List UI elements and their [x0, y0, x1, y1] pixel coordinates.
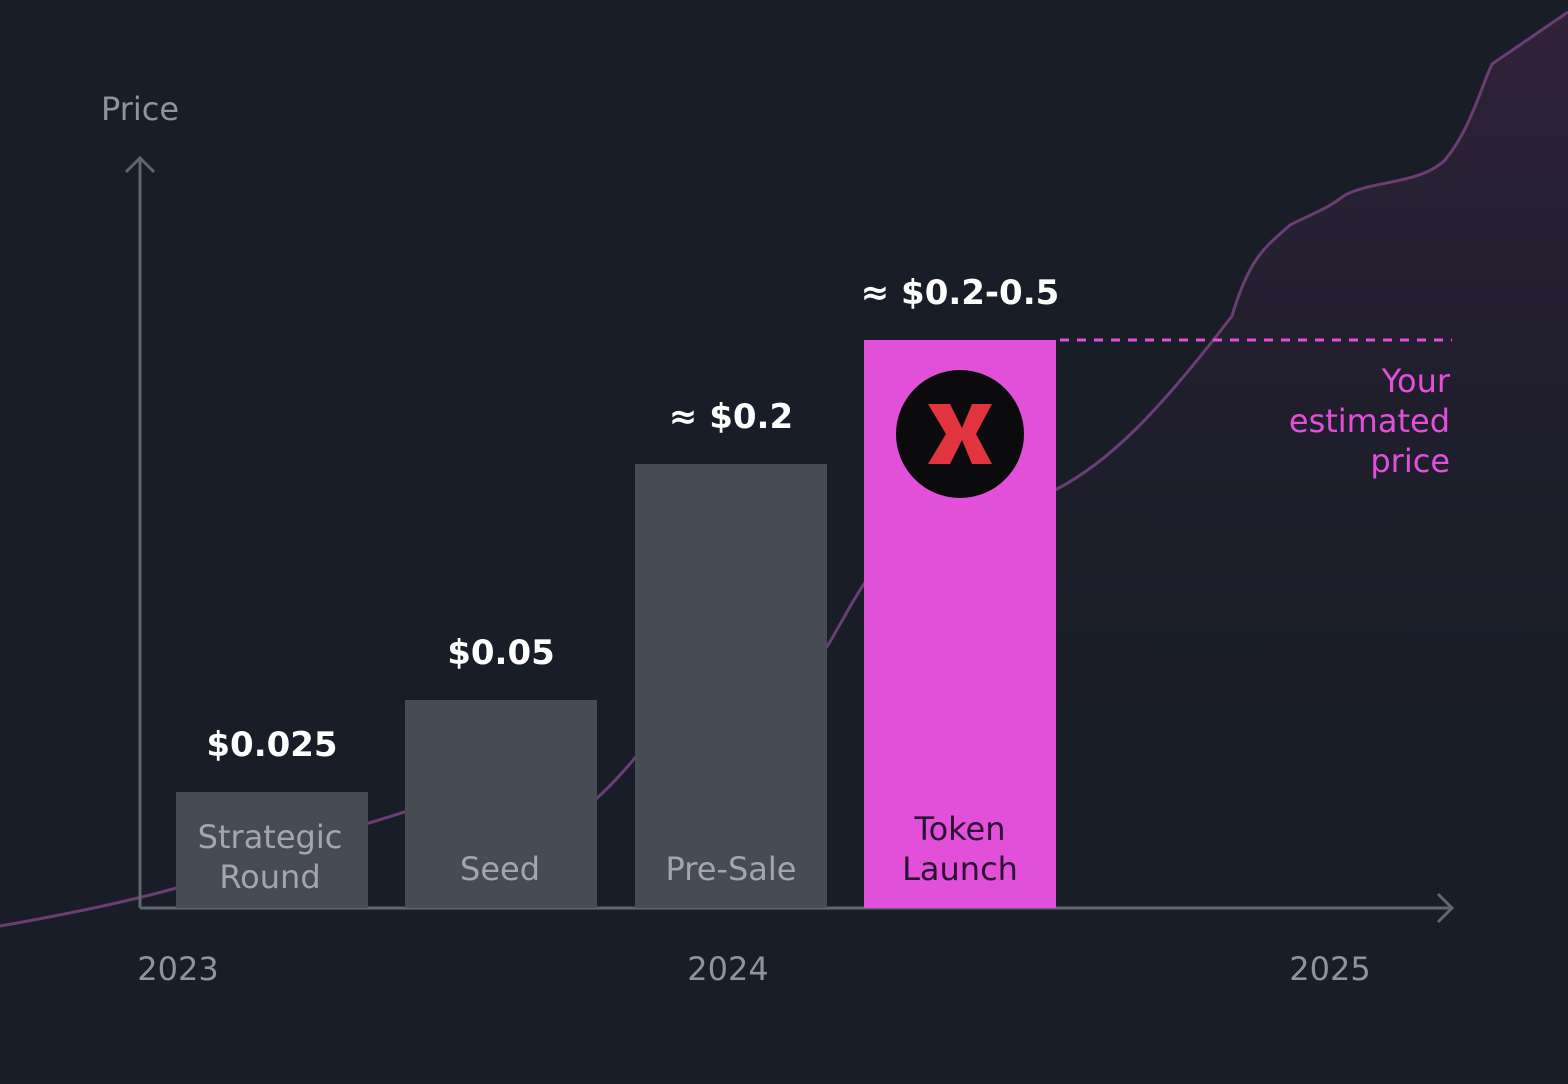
x-tick-2023: 2023: [137, 950, 218, 988]
trend-area: [1055, 12, 1568, 908]
bar-strategic-round: [176, 792, 368, 908]
bar-label-token-launch-line2: Launch: [902, 850, 1018, 888]
value-label-strategic-round: $0.025: [206, 725, 337, 765]
annotation-line1: Your: [1381, 362, 1451, 400]
bar-label-pre-sale: Pre-Sale: [666, 850, 797, 888]
bar-label-strategic-round-line1: Strategic: [198, 818, 343, 856]
annotation-line2: estimated: [1289, 402, 1450, 440]
y-axis-label: Price: [101, 90, 179, 128]
token-x-logo-icon: [896, 370, 1024, 498]
y-axis: [124, 155, 156, 908]
annotation-line3: price: [1370, 442, 1450, 480]
x-tick-2025: 2025: [1289, 950, 1370, 988]
value-label-pre-sale: ≈ $0.2: [669, 397, 793, 437]
value-label-token-launch: ≈ $0.2-0.5: [861, 273, 1060, 313]
bar-label-token-launch-line1: Token: [913, 810, 1005, 848]
bar-label-seed: Seed: [460, 850, 540, 888]
bar-seed: [405, 700, 597, 908]
bar-pre-sale: [635, 464, 827, 908]
x-tick-2024: 2024: [687, 950, 768, 988]
bar-label-strategic-round-line2: Round: [219, 858, 320, 896]
value-label-seed: $0.05: [447, 633, 555, 673]
